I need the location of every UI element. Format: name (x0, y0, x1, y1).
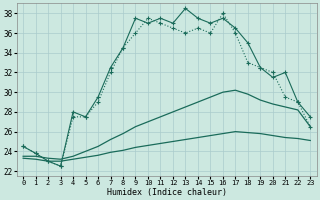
X-axis label: Humidex (Indice chaleur): Humidex (Indice chaleur) (107, 188, 227, 197)
